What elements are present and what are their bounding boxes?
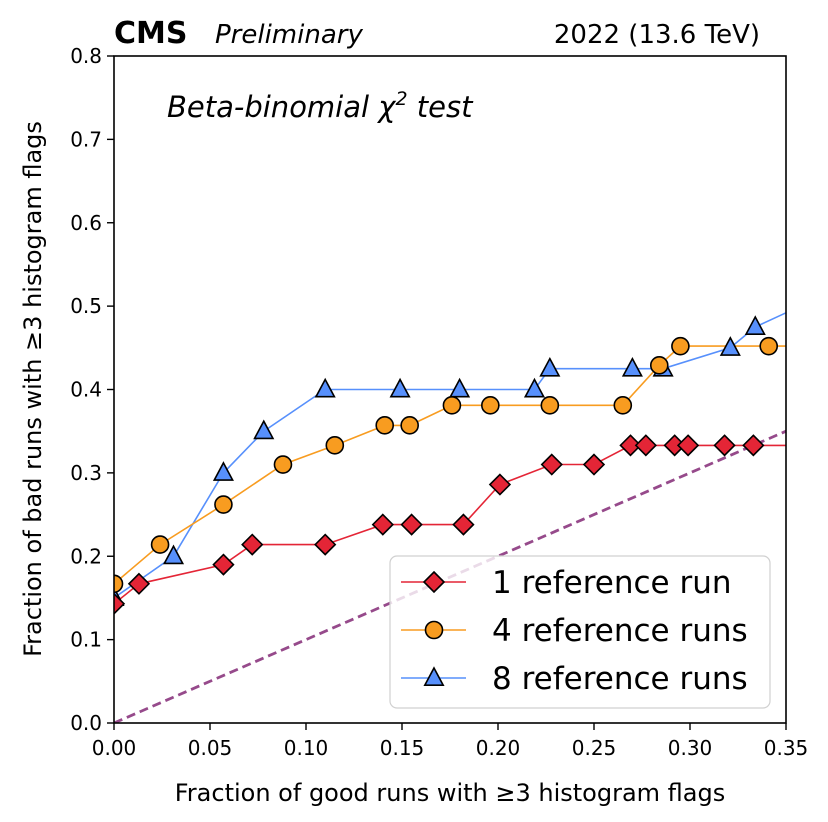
data-point: [671, 336, 690, 356]
data-point: [719, 336, 741, 356]
x-tick-label: 0.00: [92, 736, 137, 760]
plot-area: [114, 312, 786, 723]
series-line-3: [114, 312, 786, 599]
x-tick-label: 0.10: [284, 736, 329, 760]
x-tick-label: 0.15: [380, 736, 425, 760]
experiment-label: CMS: [114, 16, 187, 51]
y-tick-label: 0.2: [70, 544, 102, 568]
data-point: [523, 377, 546, 398]
data-point: [162, 544, 185, 565]
data-point: [389, 377, 411, 398]
data-point: [314, 533, 337, 556]
data-point: [539, 356, 561, 377]
data-point: [759, 336, 779, 356]
data-point: [449, 377, 471, 398]
data-point: [400, 513, 423, 536]
energy-label: 2022 (13.6 TeV): [554, 20, 760, 50]
y-axis: 0.0 0.1 0.2 0.3 0.4 0.5 0.6 0.7 0.8: [70, 44, 114, 735]
series-markers: [114, 315, 779, 615]
data-point: [713, 434, 736, 457]
y-tick-label: 0.0: [70, 711, 102, 735]
data-point: [452, 513, 475, 536]
x-tick-label: 0.05: [188, 736, 233, 760]
test-annotation: Beta-binomial χ2 test: [167, 88, 474, 124]
data-point: [325, 436, 345, 455]
series-1-markers: [114, 434, 765, 615]
series-line-2: [114, 345, 786, 585]
data-point: [241, 533, 264, 556]
data-point: [649, 356, 669, 375]
y-tick-label: 0.7: [70, 127, 102, 151]
data-point: [114, 574, 124, 594]
data-point: [371, 513, 394, 536]
data-point: [619, 434, 642, 457]
data-point: [214, 495, 233, 514]
data-point: [742, 434, 765, 457]
y-tick-label: 0.5: [70, 294, 102, 318]
data-point: [582, 453, 606, 476]
data-point: [150, 535, 170, 554]
data-point: [613, 396, 633, 415]
data-point: [127, 572, 151, 595]
x-tick-label: 0.25: [572, 736, 617, 760]
y-tick-label: 0.3: [70, 461, 102, 485]
data-point: [442, 396, 462, 415]
legend-marker: [424, 620, 444, 640]
data-point: [744, 315, 766, 335]
x-axis-title: Fraction of good runs with ≥3 histogram …: [175, 779, 726, 807]
legend-marker: [423, 666, 445, 687]
data-point: [634, 434, 657, 457]
x-tick-label: 0.30: [668, 736, 713, 760]
y-axis-title: Fraction of bad runs with ≥3 histogram f…: [19, 121, 47, 657]
data-point: [212, 461, 234, 481]
data-point: [540, 453, 563, 476]
data-point: [481, 396, 500, 415]
legend-marker: [422, 570, 446, 594]
y-tick-label: 0.8: [70, 44, 102, 68]
y-tick-label: 0.6: [70, 211, 102, 235]
legend-box: [389, 555, 771, 709]
data-point: [114, 592, 126, 615]
x-tick-label: 0.20: [476, 736, 521, 760]
y-tick-label: 0.1: [70, 628, 102, 652]
data-point: [212, 553, 235, 576]
data-point: [273, 455, 293, 474]
data-point: [488, 473, 512, 496]
data-point: [540, 396, 560, 415]
status-label: Preliminary: [215, 20, 363, 50]
legend-label: 4 reference runs: [492, 613, 748, 649]
data-point: [621, 356, 643, 377]
legend-label: 1 reference run: [492, 565, 732, 601]
data-point: [676, 434, 700, 457]
x-tick-label: 0.35: [764, 736, 809, 760]
data-point: [400, 416, 419, 435]
data-point: [375, 416, 395, 435]
x-axis: 0.00 0.05 0.10 0.15 0.20 0.25 0.30 0.35: [92, 723, 809, 760]
legend: 1 reference run 4 reference runs 8 referen…: [389, 555, 771, 709]
data-point: [253, 419, 275, 440]
data-point: [314, 377, 336, 398]
series-2-markers: [114, 336, 779, 594]
y-tick-label: 0.4: [70, 378, 102, 402]
legend-label: 8 reference runs: [492, 661, 748, 697]
